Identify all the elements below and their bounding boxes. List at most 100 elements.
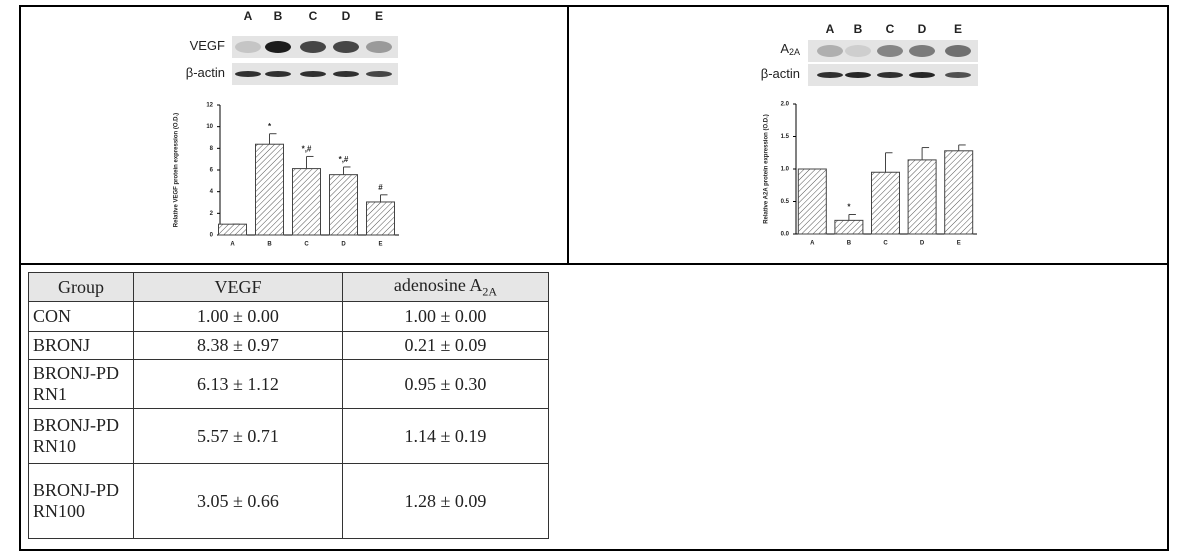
y-axis-label: Relative VEGF protein expression (O.D.) <box>174 113 180 227</box>
y-tick-label: 1.5 <box>781 134 790 140</box>
annotation: # <box>378 183 383 192</box>
bar <box>218 223 247 236</box>
lane-label: B <box>854 22 863 36</box>
header-cell: adenosine A2A <box>342 272 549 302</box>
lane-label: D <box>342 9 351 23</box>
y-tick-label: 2.0 <box>781 102 790 108</box>
blot-row-label: β-actin <box>186 65 225 80</box>
annotation: *,# <box>339 155 349 164</box>
lane-label: D <box>918 22 927 36</box>
annotation: * <box>847 203 851 212</box>
blot-band <box>265 41 291 53</box>
table-cell: 0.21 ± 0.09 <box>342 331 549 360</box>
blot-band <box>265 71 291 77</box>
table-cell: 5.57 ± 0.71 <box>133 408 343 464</box>
header-cell: VEGF <box>133 272 343 302</box>
bar <box>366 201 395 236</box>
blot-band <box>366 71 392 77</box>
bar <box>834 219 864 235</box>
table-cell: 8.38 ± 0.97 <box>133 331 343 360</box>
annotation: *,# <box>302 145 312 154</box>
bar <box>329 174 358 236</box>
bar <box>871 171 900 235</box>
header-row: Group VEGF adenosine A2A <box>28 272 549 302</box>
table-cell: 0.95 ± 0.30 <box>342 359 549 409</box>
blot-band <box>300 71 326 77</box>
x-tick-label: E <box>957 241 961 247</box>
annotation: * <box>268 122 272 131</box>
y-tick-label: 0.0 <box>781 232 790 238</box>
blot-band <box>877 72 903 78</box>
table-row: CON 1.00 ± 0.00 1.00 ± 0.00 <box>28 301 549 332</box>
data-table: Group VEGF adenosine A2A CON 1.00 ± 0.00 1.0… <box>28 272 549 539</box>
x-tick-label: E <box>378 242 382 248</box>
blot-band <box>817 72 843 78</box>
blot-band <box>877 45 903 57</box>
blot-band <box>845 45 871 57</box>
blot-band <box>909 45 935 57</box>
blot-row-text: VEGF <box>190 38 225 53</box>
lane-label: C <box>886 22 895 36</box>
y-tick-label: 0 <box>210 233 214 239</box>
lane-label: C <box>309 9 318 23</box>
x-tick-label: A <box>810 241 815 247</box>
header-cell: Group <box>28 272 134 302</box>
x-tick-label: B <box>847 241 852 247</box>
blot-row-text: β-actin <box>761 66 800 81</box>
blot-band <box>235 71 261 77</box>
y-axis-label: Relative A2A protein expression (O.D.) <box>764 114 770 224</box>
x-tick-label: C <box>304 242 309 248</box>
blot-row-text: A <box>780 41 789 56</box>
blot-band <box>333 41 359 53</box>
y-tick-label: 8 <box>210 146 214 152</box>
y-tick-label: 10 <box>206 124 213 130</box>
blot-row-label: VEGF <box>190 38 225 53</box>
table-cell: BRONJ <box>28 331 134 360</box>
table-cell: BRONJ-PDRN1 <box>28 359 134 409</box>
x-tick-label: C <box>883 241 888 247</box>
blot-band <box>945 45 971 57</box>
table-row: BRONJ-PDRN10 5.57 ± 0.71 1.14 ± 0.19 <box>28 408 549 464</box>
table-cell: 1.14 ± 0.19 <box>342 408 549 464</box>
table-row: BRONJ-PDRN100 3.05 ± 0.66 1.28 ± 0.09 <box>28 463 549 539</box>
bar <box>255 143 284 236</box>
table-cell: 6.13 ± 1.12 <box>133 359 343 409</box>
blot-band <box>909 72 935 78</box>
blot-strip <box>808 40 978 62</box>
lane-label: E <box>954 22 962 36</box>
blot-row-label: A2A <box>780 41 800 57</box>
blot-band <box>845 72 871 78</box>
table-row: BRONJ 8.38 ± 0.97 0.21 ± 0.09 <box>28 331 549 360</box>
table-cell: 1.00 ± 0.00 <box>133 301 343 332</box>
y-tick-label: 0.5 <box>781 199 790 205</box>
y-tick-label: 12 <box>206 103 213 109</box>
lane-label: A <box>244 9 253 23</box>
bar <box>907 159 937 235</box>
blot-band <box>333 71 359 77</box>
blot-band <box>945 72 971 78</box>
blot-band <box>817 45 843 57</box>
lane-label: A <box>826 22 835 36</box>
bar <box>797 168 827 235</box>
blot-band <box>235 41 261 53</box>
bar <box>944 150 974 235</box>
lane-label: E <box>375 9 383 23</box>
blot-row-text: β-actin <box>186 65 225 80</box>
y-tick-label: 6 <box>210 168 214 174</box>
table-row: BRONJ-PDRN1 6.13 ± 1.12 0.95 ± 0.30 <box>28 359 549 409</box>
y-tick-label: 4 <box>210 189 214 195</box>
table-cell: 3.05 ± 0.66 <box>133 463 343 539</box>
bar <box>292 168 321 236</box>
y-tick-label: 1.0 <box>781 167 790 173</box>
blot-band <box>300 41 326 53</box>
table-cell: BRONJ-PDRN10 <box>28 408 134 464</box>
header-sub: 2A <box>482 284 498 299</box>
table-cell: 1.28 ± 0.09 <box>342 463 549 539</box>
x-tick-label: D <box>341 242 346 248</box>
table-cell: CON <box>28 301 134 332</box>
blot-row-label: β-actin <box>761 66 800 81</box>
lane-label: B <box>274 9 283 23</box>
outer-border <box>19 5 1169 551</box>
